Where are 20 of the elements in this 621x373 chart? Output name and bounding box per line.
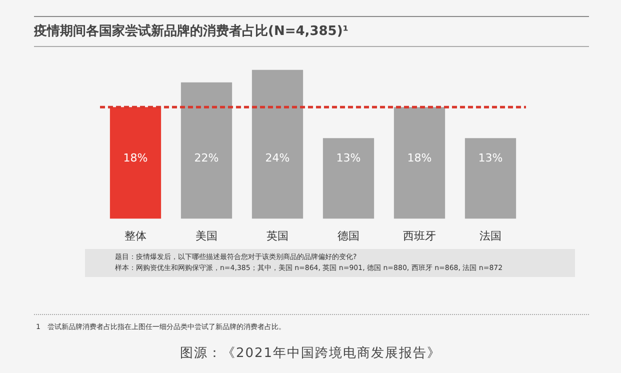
bar bbox=[322, 138, 374, 219]
x-tick-label: 英国 bbox=[266, 229, 288, 242]
data-label: 13% bbox=[478, 152, 503, 165]
bar bbox=[180, 82, 232, 219]
x-tick-label: 西班牙 bbox=[403, 229, 436, 242]
text: 图源：《2021年中国跨境电商发展报告》 bbox=[178, 345, 442, 362]
bar bbox=[464, 138, 516, 219]
x-tick-label: 德国 bbox=[338, 230, 360, 242]
data-label: 18% bbox=[123, 152, 148, 165]
x-tick-label: 法国 bbox=[480, 229, 502, 242]
data-label: 18% bbox=[407, 152, 432, 165]
data-label: 13% bbox=[336, 152, 361, 165]
chart-title: 疫情期间各国家尝试新品牌的消费者占比(N=4,385)¹ bbox=[34, 22, 348, 40]
x-tick-label: 美国 bbox=[196, 229, 218, 242]
bar bbox=[394, 107, 446, 219]
data-label: 24% bbox=[265, 152, 290, 165]
data-label: 22% bbox=[194, 152, 219, 165]
bar bbox=[110, 107, 162, 219]
x-tick-label: 整体 bbox=[124, 230, 146, 242]
bar bbox=[252, 70, 304, 219]
